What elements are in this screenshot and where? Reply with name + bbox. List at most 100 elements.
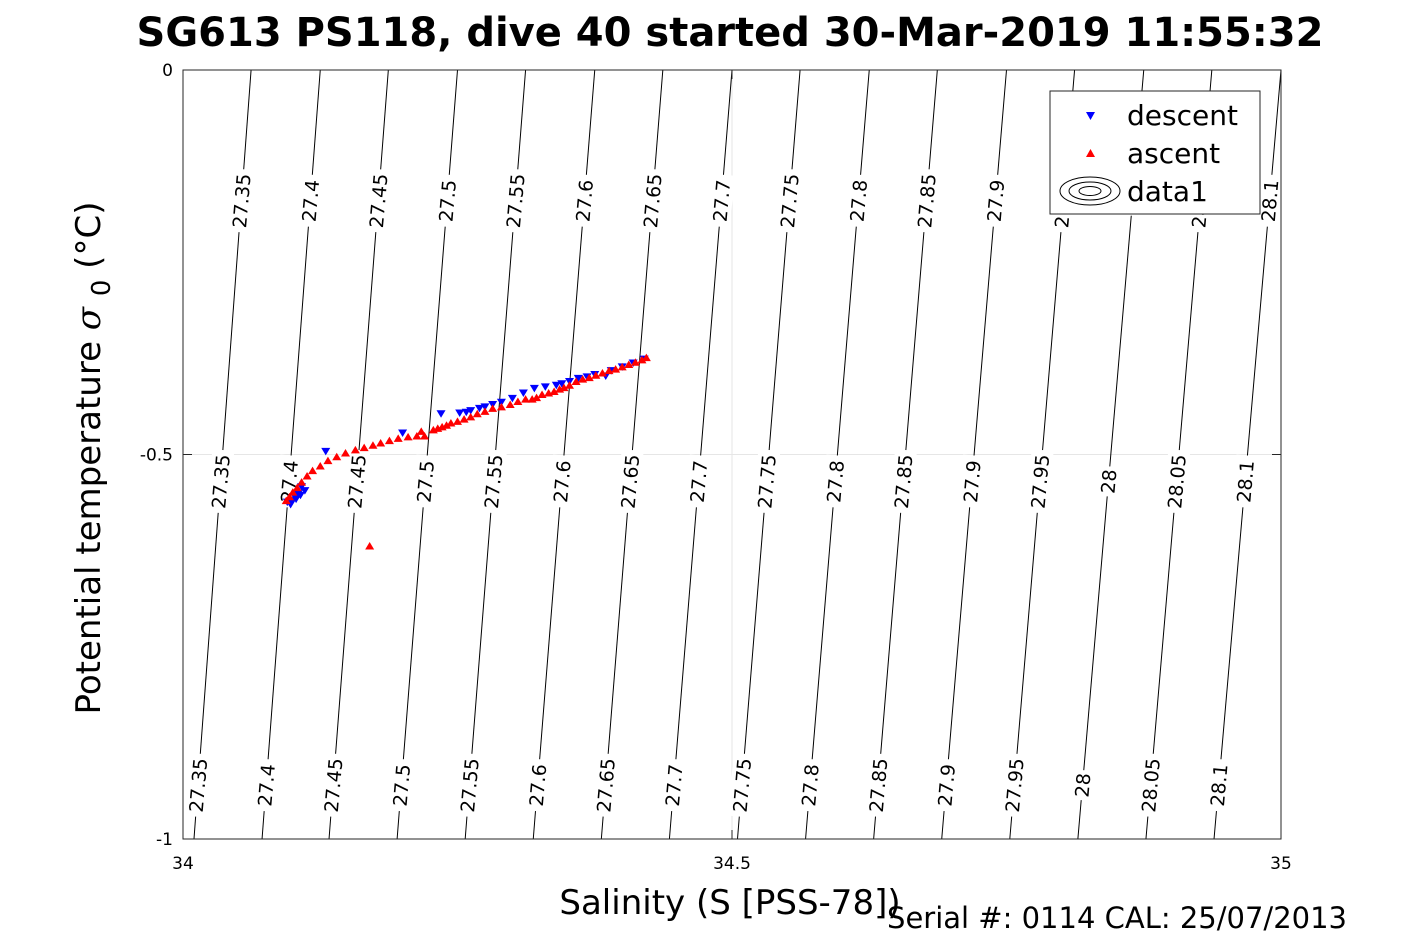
contour-label-text: 28.1 [1233,459,1259,503]
ascent-marker [597,368,607,377]
contour-label-bg [1096,465,1121,498]
contour-label-bg [434,173,461,228]
contour-label-text: 27.35 [208,453,235,509]
ascent-marker [359,443,369,452]
contour-label-bg [685,454,712,509]
contour-label-bg [752,449,781,514]
contour-label-text: 27.55 [481,453,508,509]
contour-label-text: 27.55 [457,757,484,813]
contour-label-text: 27.85 [866,757,893,813]
legend: descent ascent data1 [1049,90,1261,215]
contour-label-text: 27.7 [687,459,713,503]
contour-label: 27.85 [889,449,918,514]
contour-label-text: 27.6 [550,459,576,503]
ascent-marker [315,462,325,470]
y-tick-label: -1 [156,830,173,850]
contour-label-bg [1205,758,1232,813]
contour-label-bg [591,752,620,818]
descent-marker [398,429,408,437]
descent-marker [321,447,331,456]
contour-label-text: 27.35 [186,757,213,813]
contour-label-bg [411,454,439,509]
contour-label: 27.45 [364,168,393,234]
contour-label-text: 27.75 [777,173,804,229]
ascent-marker [480,407,490,415]
ascent-marker [488,404,498,412]
x-axis-label: Salinity (S [PSS-78]) [559,883,900,923]
contour-label-bg [958,454,986,509]
legend-ascent-label: ascent [1127,137,1220,170]
contour-label: 28.1 [1256,173,1283,228]
ascent-marker [466,412,476,421]
ascent-marker [584,373,594,382]
ascent-marker [420,432,430,440]
contour-label-text: 27.65 [593,757,620,813]
contour-label: 27.65 [591,752,620,818]
descent-marker [455,409,465,417]
ascent-marker [549,387,559,395]
contour-label-text: 27.5 [413,459,439,503]
contour-label: 27.4 [252,758,280,813]
y-axis-label-unit: (°C) [69,202,109,269]
ascent-marker [472,409,482,418]
contour-label-bg [1136,752,1165,818]
contour-label: 27.65 [638,168,667,234]
descent-marker [496,398,506,407]
contour-label-bg [864,752,892,818]
contour-label-text: 27.35 [229,173,256,229]
contour-label-text: 27.95 [1028,453,1055,509]
contour-label: 27.85 [912,168,941,234]
ascent-marker [308,466,318,475]
contour-label-text: 27.8 [847,179,873,223]
contour-label: 27.8 [845,173,873,228]
contour-label-bg [1026,449,1054,514]
legend-descent-marker [1086,112,1095,120]
contour-label-text: 27.65 [640,173,667,229]
ascent-marker [559,383,569,392]
ascent-marker [281,496,291,505]
contour-label-text: 27.7 [662,763,688,807]
y-axis-label-text: Potential temperature [69,341,109,714]
ascent-marker [637,355,647,364]
contour-label-text: 27.8 [798,763,824,807]
contour-label-bg [319,752,347,818]
contour-label-bg [728,752,756,818]
contour-label-bg [660,758,688,813]
contour-label-bg [775,168,804,234]
ascent-marker [297,478,307,486]
ascent-marker [578,375,588,383]
ascent-marker [496,402,506,411]
contour-label: 27.6 [571,173,598,228]
contour-label-text: 27.5 [435,179,461,223]
contour-label-bg [342,449,371,514]
axis-ticks: 34 34.5 35 0 -0.5 -1 [140,61,1292,874]
contour-label: 27.85 [864,752,893,818]
contour-label-text: 28.05 [1164,453,1191,509]
descent-marker [480,403,490,411]
ascent-marker [412,432,422,440]
ascent-marker [604,366,614,375]
contour-label-text: 27.4 [299,179,325,223]
footer-serial-cal: Serial #: 0114 CAL: 25/07/2013 [887,901,1347,935]
contour-label: 27.45 [319,752,348,818]
contour-label-bg [184,752,212,818]
contour-label-text: 27.6 [526,763,552,807]
ascent-marker [416,427,426,435]
ascent-marker [288,488,298,496]
legend-contour-icon [1059,176,1121,206]
descent-marker [466,407,476,415]
descent-marker [540,383,550,391]
ascent-marker [403,432,413,441]
ascent-marker [376,438,386,447]
ascent-marker [368,441,378,449]
contour-label: 27.55 [479,449,508,514]
contour-label: 28 [1070,769,1095,802]
contour-label-bg [889,449,917,514]
contour-label: 28.05 [1162,449,1191,514]
contour-label-bg [364,168,392,234]
contour-label-bg [912,168,941,234]
contour-label: 27.9 [958,454,986,509]
contour-label-bg [708,173,735,228]
ascent-marker [513,397,523,405]
